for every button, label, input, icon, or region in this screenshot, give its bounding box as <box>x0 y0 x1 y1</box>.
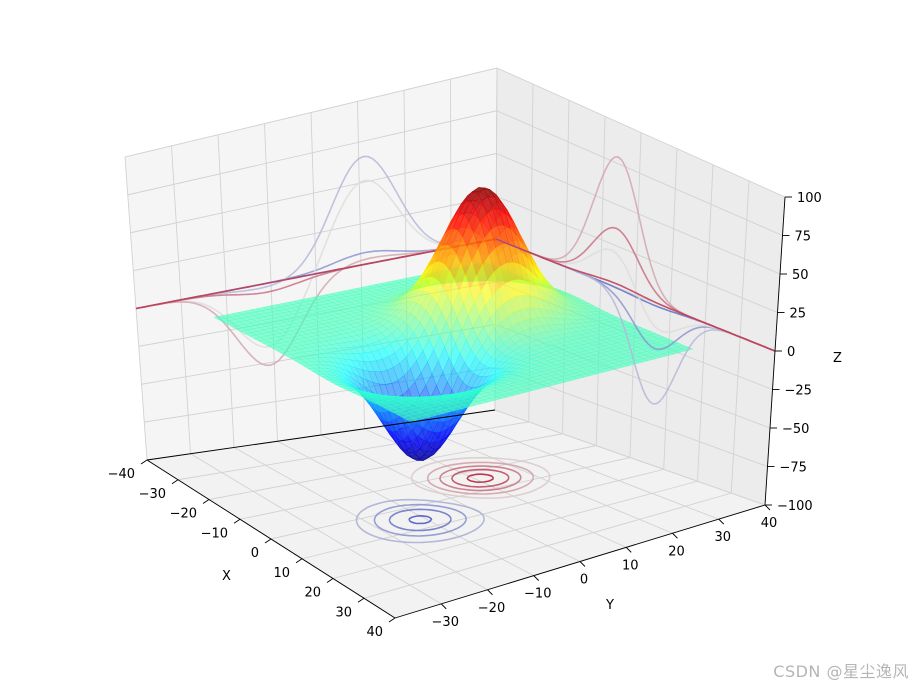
x-tick-mark <box>264 538 272 544</box>
y-wall-profile-line <box>495 238 776 352</box>
z-tick-label: 100 <box>797 191 822 206</box>
y-tick-label: 40 <box>761 516 778 531</box>
z-tick-label: 25 <box>790 307 807 322</box>
grid-line-floor-y <box>407 422 673 534</box>
y-tick-mark <box>718 518 725 525</box>
grid-line-wall-z <box>130 153 497 234</box>
x-wall-profile-line <box>135 179 497 348</box>
grid-line-wall-z <box>124 67 498 158</box>
x-tick-label: −10 <box>201 526 228 541</box>
floor-contour-line <box>466 473 495 483</box>
grid-line-wall-z <box>133 195 497 272</box>
floor-contour-line <box>355 498 485 544</box>
floor-contour-line <box>388 508 452 532</box>
z-tick-label: 50 <box>792 268 809 283</box>
x-tick-label: 40 <box>366 625 383 640</box>
y-tick-mark <box>579 561 586 567</box>
y-wall-contour-projection <box>495 156 776 405</box>
x-axis-label: X <box>222 569 231 584</box>
grid-line-wall-z <box>496 195 778 313</box>
surface-patch <box>405 417 418 423</box>
grid-line-wall-z <box>496 110 783 236</box>
y-tick-mark <box>440 603 447 610</box>
floor-contour-line <box>426 461 535 495</box>
x-tick-label: 20 <box>304 586 321 601</box>
z-tick-label: −50 <box>782 422 809 437</box>
y-axis-label: Y <box>605 598 614 613</box>
x-tick-mark <box>233 518 241 524</box>
grid-line-floor-y <box>451 415 719 520</box>
y-tick-mark <box>672 532 678 539</box>
x-tick-label: 0 <box>251 546 259 561</box>
grid-line-floor-y <box>233 447 488 591</box>
x-tick-label: −40 <box>108 467 135 482</box>
y-tick-label: −30 <box>432 615 459 630</box>
floor-contour-line <box>410 456 551 499</box>
floor-contour-line <box>408 515 433 525</box>
y-tick-label: 0 <box>580 573 588 588</box>
x-tick-mark <box>202 499 210 504</box>
floor-contour-line <box>451 468 510 488</box>
z-tick-label: 75 <box>795 230 812 245</box>
y-tick-label: 20 <box>668 544 685 559</box>
grid-line-wall-z <box>494 409 766 506</box>
y-tick-mark <box>533 575 540 581</box>
surface <box>213 187 694 461</box>
z-tick-label: −100 <box>777 499 813 514</box>
y-tick-mark <box>764 504 771 511</box>
z-tick-label: 0 <box>787 345 795 360</box>
watermark: CSDN @星尘逸风 <box>773 662 909 681</box>
y-tick-label: 30 <box>714 530 731 545</box>
y-tick-mark <box>487 589 493 596</box>
y-tick-label: 10 <box>622 558 639 573</box>
floor-contour-projection <box>355 456 551 544</box>
x-tick-label: −20 <box>170 507 197 522</box>
floor-contour-line <box>373 503 467 537</box>
y-tick-label: −10 <box>524 587 551 602</box>
grid-line-floor-y <box>190 453 442 605</box>
z-axis-label: Z <box>833 351 842 366</box>
x-tick-mark <box>388 617 396 623</box>
floor-contour-line <box>439 465 522 492</box>
tick-labels: −40−30−20−10010203040−30−20−10010203040−… <box>108 191 822 640</box>
x-tick-mark <box>140 459 148 465</box>
grid-line-floor-y <box>320 434 581 562</box>
x-tick-label: −30 <box>139 487 166 502</box>
x-tick-mark <box>326 578 334 583</box>
grid-line-wall-z <box>496 67 786 198</box>
z-tick-label: −75 <box>780 461 807 476</box>
x-tick-mark <box>171 479 179 485</box>
x-tick-label: 10 <box>273 566 290 581</box>
z-tick-label: −25 <box>785 384 812 399</box>
y-tick-mark <box>625 547 632 553</box>
floor-edge-line <box>146 409 496 461</box>
grid-line-wall-z <box>127 110 497 196</box>
x-tick-mark <box>295 558 303 564</box>
grid-line-floor-y <box>277 440 534 577</box>
y-tick-label: −20 <box>478 601 505 616</box>
x-tick-mark <box>357 597 365 603</box>
x-tick-label: 30 <box>335 605 352 620</box>
